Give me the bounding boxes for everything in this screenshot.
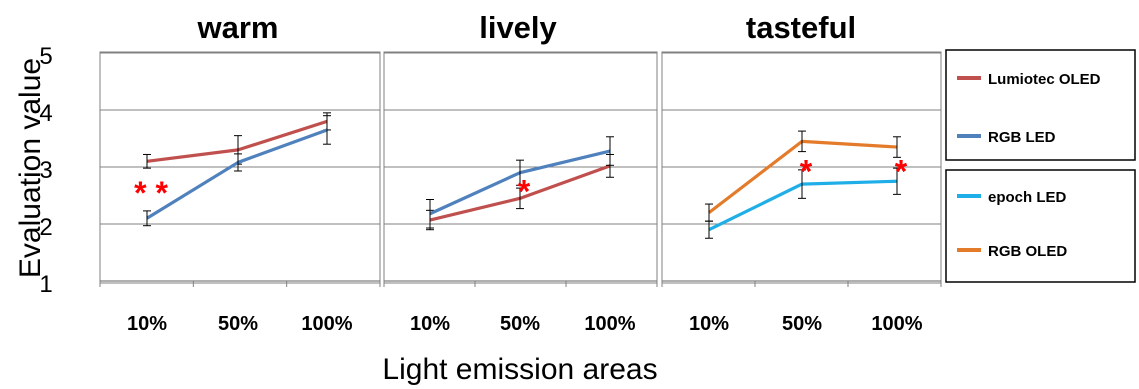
chart-panels: * * * * * [99,51,942,287]
x-axis-label: Light emission areas [382,353,657,386]
legend-label-epoch-led: epoch LED [988,189,1067,206]
panel-title-lively: lively [479,10,557,45]
y-tick-label: 5 [39,43,52,70]
legend-label-rgb-oled: RGB OLED [988,243,1067,260]
legend: Lumiotec OLED RGB LED epoch LED RGB OLED [945,49,1136,283]
panel-title-warm: warm [197,10,279,45]
x-tick-label: 10% [410,313,450,335]
x-tick-label: 50% [782,313,822,335]
y-tick-labels: 1 2 3 4 5 [39,43,52,298]
y-tick-label: 1 [39,271,52,298]
x-tick-label: 50% [500,313,540,335]
significance-marker: * [518,174,531,210]
significance-marker: * [895,154,908,190]
legend-label-rgb-led: RGB LED [988,129,1056,146]
x-tick-label: 50% [218,313,258,335]
x-tick-label: 100% [871,313,922,335]
legend-label-lumiotec-oled: Lumiotec OLED [988,71,1101,88]
x-tick-labels: 10% 50% 100% 10% 50% 100% 10% 50% 100% [127,313,923,335]
legend-box-top [945,49,1136,161]
legend-box-bottom [945,169,1136,283]
panel-title-tasteful: tasteful [746,10,856,45]
x-tick-label: 10% [689,313,729,335]
significance-marker: * [800,154,813,190]
x-tick-label: 100% [301,313,352,335]
y-axis-label: Evaluation value [14,58,47,278]
x-tick-label: 100% [584,313,635,335]
y-tick-label: 2 [39,214,52,241]
significance-marker: * * [134,175,168,211]
y-tick-label: 4 [39,100,52,127]
y-tick-label: 3 [39,157,52,184]
x-tick-label: 10% [127,313,167,335]
